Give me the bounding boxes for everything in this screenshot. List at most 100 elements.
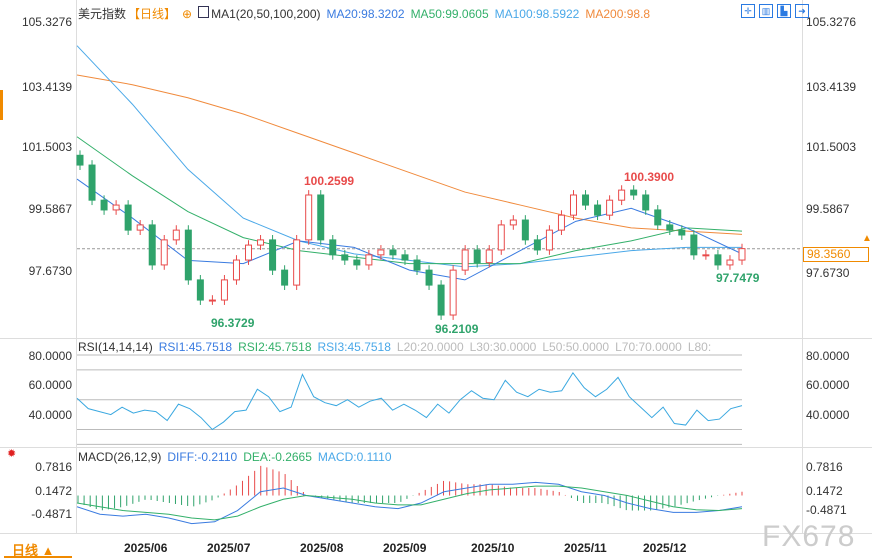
- price-tick-right: 101.5003: [806, 140, 857, 154]
- ma50-label: MA50:99.0605: [410, 7, 489, 21]
- panel-divider: [0, 338, 872, 339]
- candle: [678, 229, 686, 236]
- candle: [305, 194, 313, 241]
- candle: [136, 224, 144, 231]
- candle: [654, 209, 662, 226]
- exit-icon[interactable]: ➜: [795, 4, 809, 18]
- main-header: 美元指数 【日线】 ⊕ MA1(20,50,100,200) MA20:98.3202 M…: [78, 5, 656, 22]
- candle: [485, 249, 493, 264]
- macd-tick: 0.7816: [35, 460, 72, 474]
- candle: [353, 259, 361, 266]
- l70-label: L70:70.0000: [615, 340, 682, 354]
- watermark-logo: FX678: [762, 520, 856, 553]
- dea-label: DEA:-0.2665: [243, 450, 312, 464]
- candle: [606, 199, 614, 216]
- price-up-arrow-icon: ▲: [862, 233, 872, 244]
- period-selector-button[interactable]: 日线 ▲: [4, 536, 72, 558]
- candle: [533, 239, 541, 251]
- candle: [738, 248, 746, 261]
- rsi-tick-right: 40.0000: [806, 408, 850, 422]
- candle: [521, 219, 529, 241]
- macd-tick-right: 0.1472: [806, 484, 843, 498]
- candle: [642, 194, 650, 211]
- candle: [714, 254, 722, 266]
- macd-tick-right: -0.4871: [806, 503, 847, 517]
- panel-divider: [0, 447, 872, 448]
- candle: [461, 249, 469, 271]
- candle: [377, 249, 385, 256]
- right-axis-divider: [802, 0, 803, 533]
- macd-settings-icon[interactable]: ✹: [7, 448, 17, 460]
- macd-title[interactable]: MACD(26,12,9): [78, 450, 162, 464]
- candle: [196, 279, 204, 301]
- rsi1-label: RSI1:45.7518: [158, 340, 233, 354]
- date-tick: 2025/12: [643, 541, 687, 555]
- date-tick: 2025/10: [471, 541, 515, 555]
- candle: [545, 229, 553, 251]
- macd-tick-right: 0.7816: [806, 460, 843, 474]
- low-label: 96.3729: [211, 316, 255, 330]
- ma20-label: MA20:98.3202: [326, 7, 405, 21]
- ma50-line: [76, 136, 743, 265]
- candle: [317, 194, 325, 241]
- l80-label: L80:: [687, 340, 712, 354]
- candle: [329, 239, 337, 256]
- diff-line: [76, 481, 743, 525]
- candle: [690, 234, 698, 256]
- low-label: 97.7479: [716, 271, 760, 285]
- macd-label: MACD:0.1110: [317, 450, 392, 464]
- rsi3-label: RSI3:45.7518: [317, 340, 391, 354]
- price-tick: 97.6730: [28, 264, 72, 278]
- left-axis-divider: [76, 0, 77, 533]
- l20-label: L20:20.0000: [396, 340, 464, 354]
- rsi-title[interactable]: RSI(14,14,14): [78, 340, 153, 354]
- date-tick: 2025/07: [207, 541, 251, 555]
- candle: [449, 269, 457, 316]
- high-label: 100.2599: [304, 174, 355, 188]
- crosshair-icon[interactable]: ✛: [741, 4, 755, 18]
- macd-tick: 0.1472: [35, 484, 72, 498]
- candle: [257, 239, 265, 246]
- candle: [726, 259, 734, 266]
- candle: [497, 224, 505, 251]
- candle: [172, 229, 180, 241]
- candle: [232, 259, 240, 281]
- candle: [557, 214, 565, 231]
- ma200-label: MA200:98.8: [585, 7, 651, 21]
- settings-icon[interactable]: ⊕: [182, 7, 193, 21]
- candle: [437, 284, 445, 316]
- current-price-tag: 98.3560: [803, 247, 869, 262]
- rsi-header: RSI(14,14,14) RSI1:45.7518 RSI2:45.7518 RSI…: [78, 340, 717, 354]
- candle: [413, 259, 421, 271]
- date-tick: 2025/06: [124, 541, 168, 555]
- candle: [401, 254, 409, 261]
- candle: [160, 239, 168, 266]
- rsi2-label: RSI2:45.7518: [238, 340, 312, 354]
- date-tick: 2025/11: [564, 541, 607, 555]
- line-style-icon[interactable]: ▙: [777, 4, 791, 18]
- ma100-line: [76, 45, 742, 268]
- rsi-line: [76, 372, 743, 431]
- date-tick: 2025/08: [300, 541, 344, 555]
- candle: [100, 199, 108, 211]
- panel-divider: [0, 533, 872, 534]
- rsi-tick: 40.0000: [28, 408, 72, 422]
- rsi-tick: 80.0000: [28, 349, 72, 363]
- macd-tick: -0.4871: [31, 507, 72, 521]
- panel-handle[interactable]: [0, 90, 3, 120]
- candle: [245, 244, 253, 261]
- candle: [594, 204, 602, 216]
- macd-header: MACD(26,12,9) DIFF:-0.2110 DEA:-0.2665 MACD…: [78, 450, 398, 464]
- period-label[interactable]: 【日线】: [128, 7, 177, 21]
- ma100-label: MA100:98.5922: [494, 7, 580, 21]
- rsi-tick-right: 80.0000: [806, 349, 850, 363]
- l30-label: L30:30.0000: [469, 340, 537, 354]
- bar-style-icon[interactable]: ▥: [759, 4, 773, 18]
- candle: [269, 239, 277, 271]
- candle: [666, 224, 674, 231]
- candle: [148, 224, 156, 266]
- indicator-icon[interactable]: [198, 6, 210, 18]
- indicator-name[interactable]: MA1(20,50,100,200): [211, 7, 321, 21]
- candle: [389, 249, 397, 256]
